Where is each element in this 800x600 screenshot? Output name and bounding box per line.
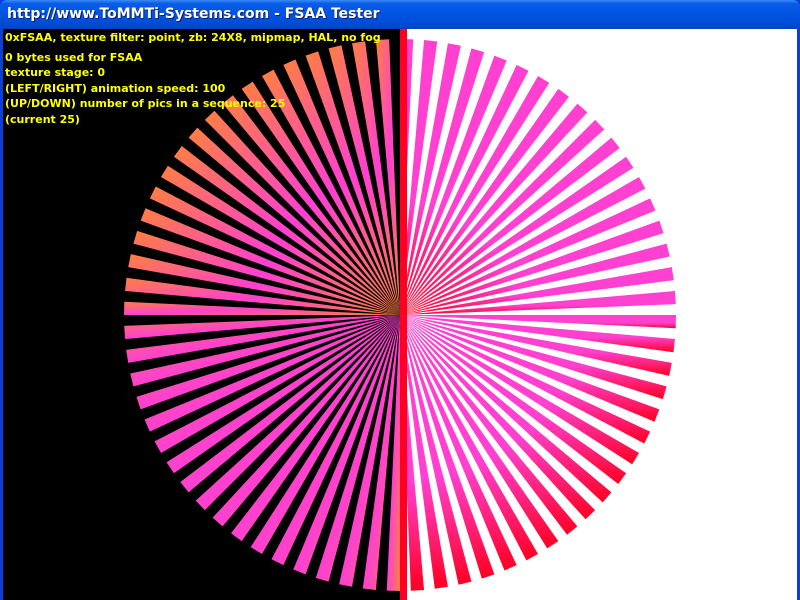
spoke	[149, 186, 400, 315]
spoke	[400, 315, 667, 400]
spoke	[400, 290, 676, 315]
spoke	[231, 315, 400, 542]
spoke	[204, 110, 400, 315]
spoke	[250, 315, 400, 555]
spoke	[124, 315, 400, 340]
right-spokes	[400, 39, 676, 591]
spoke	[293, 315, 400, 575]
spoke	[271, 315, 400, 566]
spoke	[400, 315, 448, 589]
fsaa-test-pattern	[3, 29, 797, 600]
spoke	[400, 315, 472, 585]
spoke	[400, 40, 438, 315]
window-title: http://www.ToMMTi-Systems.com - FSAA Tes…	[7, 6, 380, 22]
spoke	[180, 315, 400, 493]
spoke	[241, 81, 400, 315]
spoke	[212, 315, 400, 527]
spoke	[400, 220, 664, 315]
spoke	[400, 315, 675, 353]
spoke	[400, 315, 578, 535]
info-line-fsaa-bytes: 0 bytes used for FSAA	[5, 50, 143, 64]
info-line-pics-sequence: (UP/DOWN) number of pics in a sequence: …	[5, 97, 286, 110]
spoke	[195, 315, 400, 511]
spoke	[400, 103, 588, 315]
spoke	[352, 41, 400, 315]
spoke	[400, 43, 461, 316]
left-spokes	[124, 39, 400, 591]
spoke	[222, 95, 400, 316]
spoke	[400, 315, 538, 561]
spoke	[400, 75, 550, 315]
spoke	[400, 315, 596, 520]
spoke	[339, 315, 400, 587]
spoke	[126, 315, 400, 363]
status-line: 0xFSAA, texture filter: point, zb: 24X8,…	[5, 31, 381, 44]
spoke	[136, 315, 400, 410]
spoke	[400, 177, 646, 315]
spoke	[128, 254, 400, 315]
spoke	[400, 198, 656, 315]
spoke	[124, 301, 400, 315]
spoke	[173, 146, 400, 315]
info-line-current: (current 25)	[5, 112, 80, 126]
spoke	[125, 277, 400, 315]
spoke	[400, 315, 612, 503]
spoke	[400, 315, 640, 465]
render-viewport: 0xFSAA, texture filter: point, zb: 24X8,…	[3, 29, 797, 600]
spoke	[400, 315, 495, 579]
spoke	[400, 315, 660, 422]
spoke	[386, 315, 400, 591]
spoke	[400, 315, 627, 484]
spoke	[400, 243, 670, 315]
spoke	[400, 156, 634, 315]
spoke	[400, 315, 651, 444]
info-line-animation-speed: (LEFT/RIGHT) animation speed: 100	[5, 81, 226, 95]
spoke	[400, 55, 507, 315]
spoke	[262, 69, 400, 315]
spoke	[166, 315, 400, 474]
spoke	[160, 165, 400, 315]
spoke	[315, 315, 400, 582]
spoke	[400, 315, 672, 376]
spoke	[328, 45, 400, 316]
spoke	[305, 51, 400, 316]
spoke	[375, 39, 400, 316]
spoke	[362, 315, 400, 590]
spoke	[400, 88, 569, 315]
title-bar[interactable]: http://www.ToMMTi-Systems.com - FSAA Tes…	[0, 0, 800, 29]
spoke	[400, 267, 674, 315]
spoke	[400, 137, 620, 315]
spoke	[400, 64, 529, 315]
center-red-bar	[400, 29, 407, 600]
spoke	[400, 315, 559, 549]
info-line-texture-stage: texture stage: 0	[5, 66, 106, 79]
spoke	[188, 127, 400, 315]
spoke	[140, 208, 400, 315]
spoke	[154, 315, 400, 453]
spoke	[400, 315, 676, 329]
spoke	[400, 119, 605, 315]
spoke	[133, 230, 400, 315]
info-overlay: 0xFSAA, texture filter: point, zb: 24X8,…	[5, 30, 381, 127]
spoke	[144, 315, 400, 432]
spoke	[283, 59, 400, 316]
spoke	[400, 48, 485, 315]
spoke	[400, 315, 517, 571]
spoke	[130, 315, 400, 387]
